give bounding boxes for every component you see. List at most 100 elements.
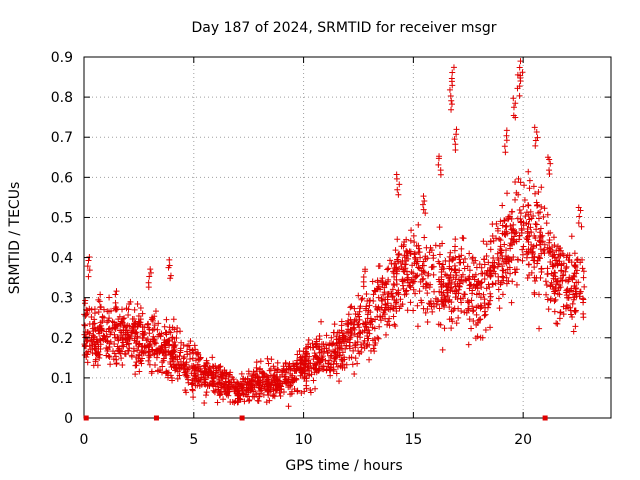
data-point [135, 318, 142, 325]
data-point [307, 344, 314, 351]
data-point [499, 291, 506, 298]
data-point [517, 215, 524, 222]
data-point [98, 327, 105, 334]
data-point [259, 370, 266, 377]
data-point [211, 380, 218, 387]
data-point [451, 136, 458, 143]
data-point [285, 403, 292, 410]
data-point [444, 287, 451, 294]
data-point [280, 389, 287, 396]
data-point [488, 270, 495, 277]
data-point [432, 242, 439, 249]
data-point [166, 328, 173, 335]
data-point [107, 338, 114, 345]
data-point [371, 325, 378, 332]
data-point [186, 350, 193, 357]
data-point [271, 377, 278, 384]
data-point [456, 259, 463, 266]
data-point [392, 303, 399, 310]
data-point [469, 308, 476, 315]
data-point [328, 334, 335, 341]
data-point [537, 209, 544, 216]
data-point [562, 268, 569, 275]
data-point [274, 359, 281, 366]
data-point [164, 374, 171, 381]
data-point [508, 215, 515, 222]
data-point [169, 336, 176, 343]
data-point [407, 299, 414, 306]
data-point [374, 277, 381, 284]
data-point [533, 129, 540, 136]
data-point [146, 273, 153, 280]
data-point [571, 294, 578, 301]
data-point [165, 264, 172, 271]
data-point [119, 342, 126, 349]
data-point [580, 274, 587, 281]
data-point [89, 342, 96, 349]
data-point [446, 316, 453, 323]
data-point [213, 369, 220, 376]
data-point [545, 306, 552, 313]
data-point [520, 203, 527, 210]
data-point [503, 280, 510, 287]
data-point [355, 292, 362, 299]
data-point [113, 360, 120, 367]
data-point [418, 297, 425, 304]
data-point [509, 236, 516, 243]
data-point [324, 349, 331, 356]
data-point [333, 370, 340, 377]
data-point [571, 283, 578, 290]
data-point [103, 345, 110, 352]
data-point [485, 301, 492, 308]
data-point [410, 307, 417, 314]
data-point [96, 298, 103, 305]
data-point [95, 308, 102, 315]
data-point [115, 337, 122, 344]
data-point [513, 281, 520, 288]
data-point [148, 316, 155, 323]
data-point [170, 316, 177, 323]
data-point [318, 318, 325, 325]
data-point [531, 274, 538, 281]
data-point [554, 320, 561, 327]
data-point [264, 380, 271, 387]
data-point [459, 234, 466, 241]
data-point [151, 351, 158, 358]
data-point [360, 340, 367, 347]
data-point [489, 280, 496, 287]
data-point [189, 386, 196, 393]
x-tick-label: 0 [80, 432, 89, 448]
data-point [543, 291, 550, 298]
data-point [132, 371, 139, 378]
data-point [235, 392, 242, 399]
data-point [337, 363, 344, 370]
data-point [574, 256, 581, 263]
data-point [487, 238, 494, 245]
data-point [533, 242, 540, 249]
data-point [95, 343, 102, 350]
data-point [446, 304, 453, 311]
data-point [515, 175, 522, 182]
data-point [231, 379, 238, 386]
data-point [225, 378, 232, 385]
data-point [517, 74, 524, 81]
data-point [372, 303, 379, 310]
data-point [415, 249, 422, 256]
data-point [143, 337, 150, 344]
data-point [419, 201, 426, 208]
data-point [207, 368, 214, 375]
data-point [222, 388, 229, 395]
data-point [422, 309, 429, 316]
plot-frame [83, 56, 612, 419]
data-point [507, 270, 514, 277]
data-point [268, 381, 275, 388]
data-point [152, 340, 159, 347]
data-point [201, 378, 208, 385]
data-point [519, 257, 526, 264]
data-point [203, 392, 210, 399]
data-point [293, 367, 300, 374]
data-point [448, 101, 455, 108]
data-point [151, 322, 158, 329]
data-point [403, 236, 410, 243]
